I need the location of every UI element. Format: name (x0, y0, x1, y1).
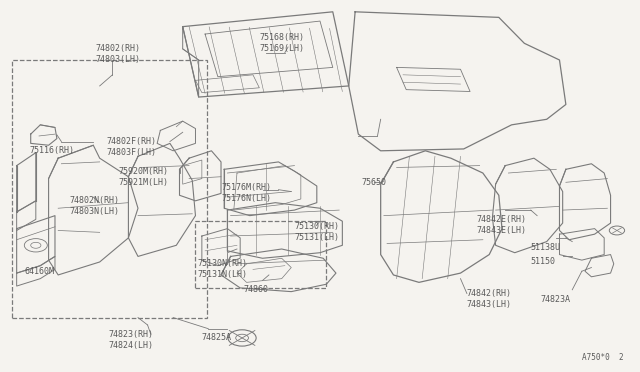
Text: 74860: 74860 (243, 285, 268, 294)
Text: 75168(RH)
75169(LH): 75168(RH) 75169(LH) (259, 33, 305, 53)
Text: 74823(RH)
74824(LH): 74823(RH) 74824(LH) (108, 330, 153, 350)
Text: 75176M(RH)
75176N(LH): 75176M(RH) 75176N(LH) (221, 183, 271, 203)
Text: 74842(RH)
74843(LH): 74842(RH) 74843(LH) (467, 289, 512, 309)
Text: 74802(RH)
74803(LH): 74802(RH) 74803(LH) (95, 44, 140, 64)
Text: 75130N(RH)
75131N(LH): 75130N(RH) 75131N(LH) (197, 259, 248, 279)
Text: 51138U: 51138U (531, 243, 561, 251)
Text: 74802N(RH)
74803N(LH): 74802N(RH) 74803N(LH) (70, 196, 120, 217)
Text: 64160M: 64160M (25, 267, 55, 276)
Text: 74842E(RH)
74843E(LH): 74842E(RH) 74843E(LH) (476, 215, 527, 235)
Text: 75130(RH)
75131(LH): 75130(RH) 75131(LH) (294, 222, 339, 243)
Text: 75920M(RH)
75921M(LH): 75920M(RH) 75921M(LH) (119, 167, 169, 187)
Text: 74825A: 74825A (202, 333, 232, 343)
Text: 74802F(RH)
74803F(LH): 74802F(RH) 74803F(LH) (106, 137, 156, 157)
Text: A750*0  2: A750*0 2 (582, 353, 623, 362)
Text: 75650: 75650 (362, 178, 387, 187)
Text: 51150: 51150 (531, 257, 556, 266)
Text: 75116(RH): 75116(RH) (29, 146, 74, 155)
Text: 74823A: 74823A (540, 295, 570, 304)
